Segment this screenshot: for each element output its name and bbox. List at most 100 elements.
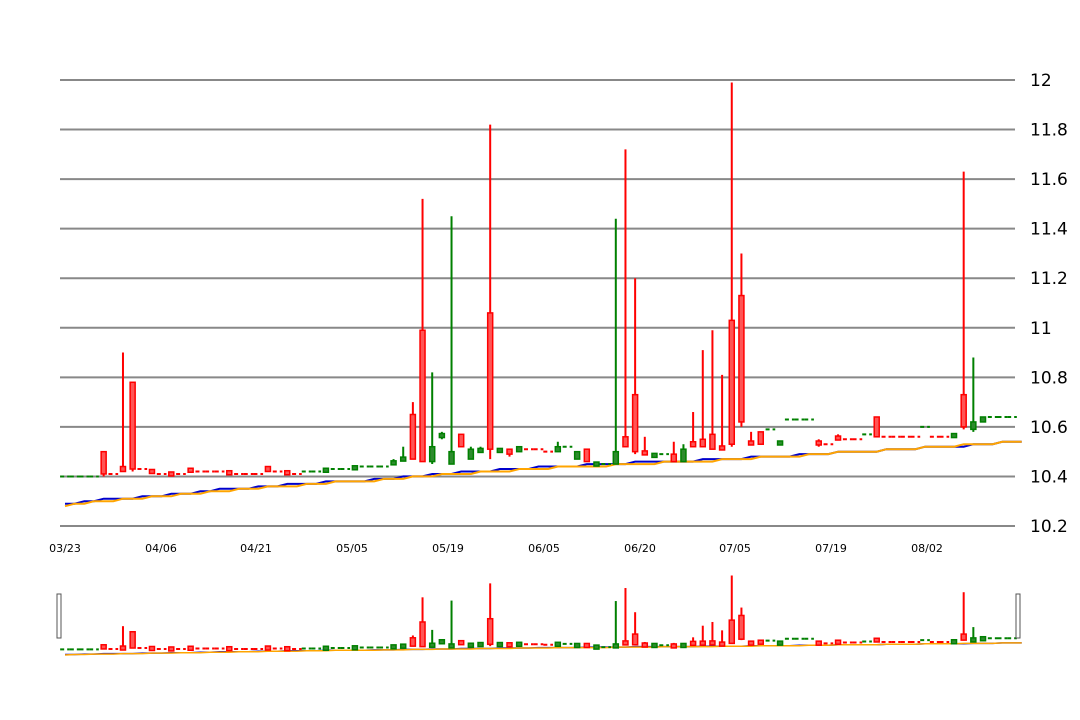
navigator-candle <box>448 600 455 649</box>
candle <box>419 198 426 463</box>
candle-body <box>709 433 716 450</box>
navigator-candle-body <box>390 644 397 650</box>
y-tick-label: 10.8 <box>1030 368 1068 388</box>
navigator-candle <box>100 644 107 650</box>
candle <box>651 452 658 459</box>
navigator-candle-body <box>399 643 407 649</box>
navigator-candle <box>148 645 156 652</box>
candle-body <box>496 447 504 454</box>
x-tick-label: 07/05 <box>719 542 751 555</box>
candle-body <box>148 468 156 475</box>
navigator-candle <box>573 642 581 649</box>
navigator-candle-body <box>738 614 745 640</box>
navigator-candle <box>438 638 446 645</box>
navigator-candle-body <box>264 645 272 651</box>
navigator-candle <box>709 621 716 646</box>
candle-body <box>457 433 465 448</box>
navigator-candle <box>815 640 822 646</box>
candle <box>100 450 107 477</box>
navigator-candle <box>390 644 397 650</box>
candle <box>496 447 504 454</box>
candle <box>438 431 446 440</box>
candle-body <box>264 465 272 473</box>
candle <box>718 374 726 451</box>
candle-body <box>873 416 880 438</box>
candle-body <box>573 450 581 460</box>
candle <box>960 171 967 430</box>
candle-body <box>641 450 649 456</box>
navigator-candle <box>970 627 977 643</box>
candle-body <box>351 465 359 471</box>
navigator-candle-body <box>187 645 194 652</box>
candle-body <box>419 329 426 463</box>
navigator-candle <box>979 635 987 642</box>
navigator-candle-body <box>670 643 678 649</box>
navigator-candle-body <box>612 643 620 649</box>
navigator-candle-body <box>960 633 967 641</box>
candle-body <box>747 440 755 446</box>
navigator-candle-body <box>680 642 687 649</box>
candle <box>776 440 784 446</box>
navigator-candle-body <box>689 640 697 647</box>
navigator-candle <box>322 645 330 652</box>
x-tick-label: 04/21 <box>240 542 272 555</box>
navigator-candle <box>554 641 562 648</box>
candle-body <box>960 393 967 428</box>
candle <box>583 448 591 463</box>
navigator-candle-body <box>322 645 330 652</box>
navigator-candle <box>515 641 523 648</box>
y-tick-label: 11.4 <box>1030 220 1068 240</box>
candle <box>515 445 523 453</box>
candle-body <box>448 450 455 465</box>
navigator-candle <box>873 637 880 643</box>
candle <box>738 253 745 427</box>
candle <box>873 416 880 438</box>
navigator-candle-body <box>554 641 562 648</box>
candle-body <box>129 381 136 470</box>
navigator-candle <box>351 645 359 651</box>
navigator-candle-body <box>757 639 765 645</box>
candle <box>573 450 581 460</box>
navigator-candle-body <box>467 642 475 648</box>
navigator-candle <box>496 641 504 648</box>
candle <box>689 412 697 448</box>
candle-body <box>612 450 620 465</box>
candle <box>728 82 736 447</box>
moving-average-lines <box>64 440 1022 508</box>
candle-body <box>409 413 417 460</box>
candle-body <box>593 461 600 467</box>
candle-body <box>728 319 736 445</box>
gridlines <box>60 79 1015 527</box>
y-tick-label: 10.2 <box>1030 517 1068 537</box>
navigator-right-handle[interactable] <box>1015 593 1021 639</box>
navigator-left-handle[interactable] <box>56 593 62 639</box>
candle-body <box>187 467 194 473</box>
navigator-candle-body <box>428 642 436 648</box>
candle <box>448 216 455 465</box>
navigator-candle <box>728 575 736 645</box>
candle-body <box>670 453 678 463</box>
candle <box>699 350 707 448</box>
candle-body <box>554 445 562 453</box>
y-tick-label: 12 <box>1030 71 1052 91</box>
candle-body <box>689 441 697 448</box>
navigator-candle-body <box>873 637 880 643</box>
navigator-candle-body <box>815 640 822 646</box>
candle <box>390 459 397 466</box>
candle <box>747 431 755 446</box>
x-tick-label: 06/20 <box>624 542 656 555</box>
navigator-candle <box>399 643 407 649</box>
navigator-candle-body <box>631 633 639 646</box>
navigator-candle <box>631 612 639 646</box>
candle <box>486 124 494 460</box>
navigator-candle-body <box>129 630 136 649</box>
candle <box>119 352 127 473</box>
candle-body <box>119 465 127 473</box>
navigator-panel[interactable] <box>56 575 1022 656</box>
candle-body <box>284 469 291 476</box>
navigator-candle-body <box>573 642 581 649</box>
navigator-candle <box>119 626 127 651</box>
candle-body <box>477 447 484 454</box>
navigator-candle-body <box>226 645 233 652</box>
